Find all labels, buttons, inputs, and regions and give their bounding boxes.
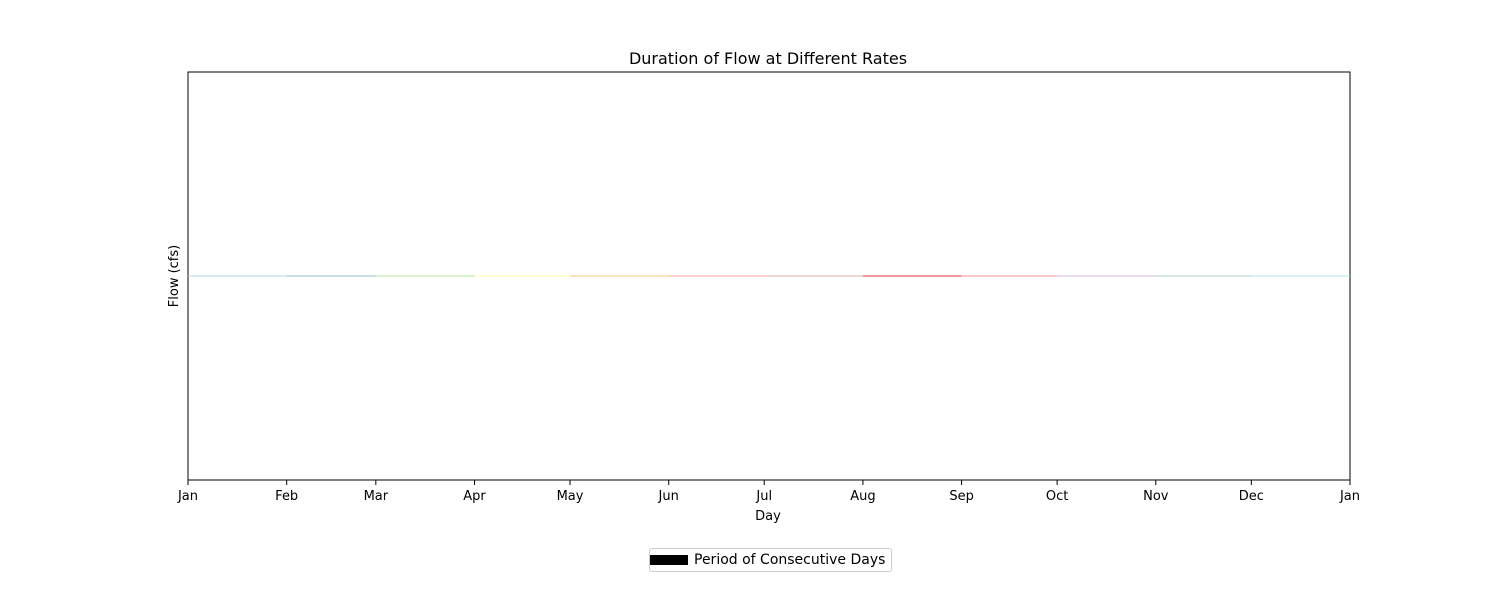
legend-swatch [650,555,688,565]
y-axis-label: Flow (cfs) [167,245,182,307]
legend-label: Period of Consecutive Days [694,552,886,568]
x-tick-label: May [557,489,584,504]
x-tick-label: Jun [658,489,679,504]
x-tick-label: Feb [275,489,298,504]
legend: Period of Consecutive Days [649,548,893,572]
x-tick-label: Aug [850,489,875,504]
x-axis-ticks: Jan Feb Mar Apr May Jun Jul Aug Sep Oct Nov Dec Jan [177,480,1360,504]
chart-title: Duration of Flow at Different Rates [629,49,907,68]
x-tick-label: Sep [949,489,974,504]
x-tick-label: Jan [1339,489,1360,504]
x-tick-label: Jan [177,489,198,504]
x-tick-label: Oct [1046,489,1068,504]
x-tick-label: Apr [463,489,486,504]
x-tick-label: Nov [1143,489,1169,504]
x-tick-label: Dec [1239,489,1264,504]
x-axis-label: Day [755,509,781,524]
x-tick-label: Mar [364,489,389,504]
x-tick-label: Jul [755,489,772,504]
